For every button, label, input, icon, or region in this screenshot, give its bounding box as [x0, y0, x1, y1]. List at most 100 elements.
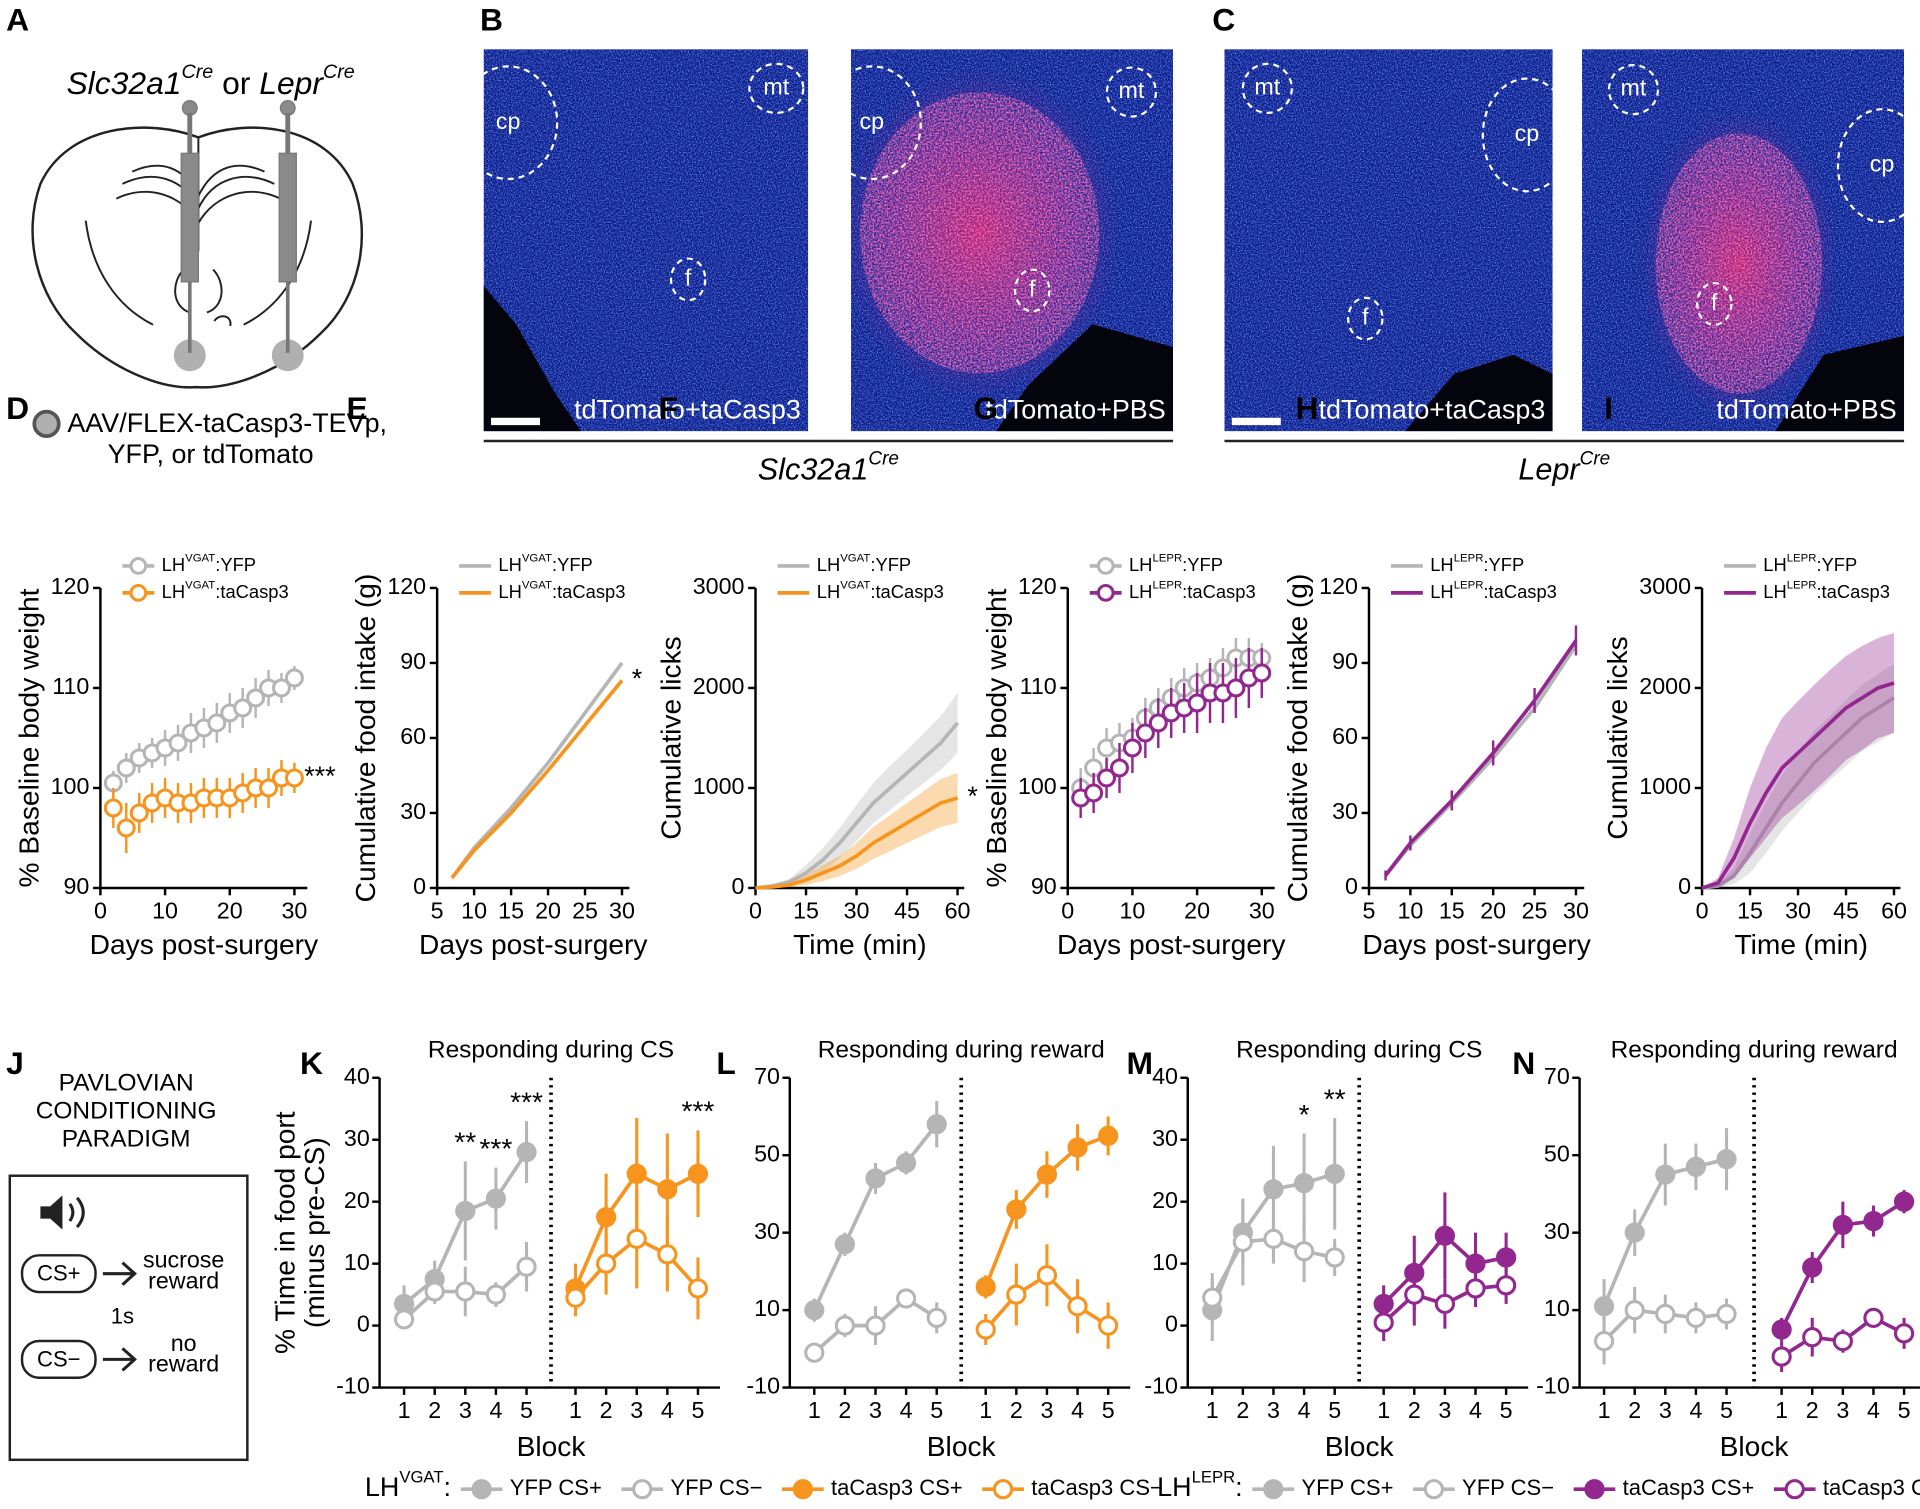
micrograph: cp mt f [483, 49, 809, 432]
marker [1655, 1303, 1676, 1325]
marker [926, 1307, 947, 1328]
marker [455, 1281, 476, 1302]
legend-label-part: LH [817, 554, 840, 575]
marker [1097, 768, 1117, 788]
legend-label: taCasp3 CS+ [1623, 1475, 1755, 1500]
paradigm-box [8, 1174, 249, 1462]
marker [926, 1114, 947, 1135]
x-axis-label: Days post-surgery [1057, 929, 1286, 960]
legend-label-part: LH [1129, 581, 1152, 602]
x-tick-label: 25 [1522, 898, 1548, 924]
outcome: sucrose [143, 1247, 224, 1273]
marker [975, 1276, 996, 1297]
panel-letter: I [1604, 390, 1613, 426]
x-tick-label: 20 [1184, 898, 1210, 924]
legend-label: YFP CS+ [510, 1475, 602, 1500]
brain-outline [31, 126, 363, 389]
legend-label: LHVGAT:YFP [817, 553, 911, 575]
outcome: reward [148, 1267, 219, 1293]
region-label: mt [1621, 75, 1647, 101]
marker [103, 798, 123, 818]
x-tick-label: 4 [1071, 1397, 1084, 1423]
x-axis-label: Block [517, 1431, 587, 1462]
marker [565, 1287, 586, 1308]
marker [516, 1142, 537, 1163]
annotation: *** [510, 1086, 543, 1117]
y-axis-label: Cumulative food intake (g) [1282, 574, 1313, 903]
legend-label-part: LEPR [1787, 580, 1817, 592]
y-tick-label: 40 [1152, 1063, 1178, 1089]
legend-label-part: LH [498, 554, 521, 575]
marker [1263, 1179, 1284, 1200]
legend-label: LHVGAT:taCasp3 [498, 580, 625, 602]
y-tick-label: 50 [754, 1140, 780, 1166]
chart: E 0 30 60 90 120 5 10 15 20 25 30 Cumulative food in… [347, 390, 649, 960]
x-tick-label: 15 [498, 898, 524, 924]
legend-label: LHLEPR:YFP [1129, 553, 1223, 575]
y-tick-label: 90 [64, 873, 90, 899]
x-tick-label: 2 [1408, 1397, 1421, 1423]
x-axis-label: Block [927, 1431, 997, 1462]
marker [1716, 1148, 1737, 1170]
series-line [755, 721, 959, 890]
x-tick-label: 45 [1833, 898, 1859, 924]
marker [657, 1244, 678, 1265]
error-band [755, 772, 958, 888]
x-tick-label: 30 [1249, 898, 1275, 924]
micrograph: mt cp f [1224, 49, 1553, 432]
legend-label: LHLEPR:YFP [1763, 553, 1857, 575]
tdtomato-cells [1655, 133, 1823, 394]
x-tick-label: 1 [979, 1397, 992, 1423]
y-tick-label: 10 [754, 1295, 780, 1321]
y-axis-label: Cumulative licks [656, 636, 687, 839]
marker [1771, 1319, 1792, 1340]
micrographs: B C cp mt f tdTomato+taCasp3 cp mt f tdTomato+P… [480, 2, 1905, 487]
marker [1226, 678, 1246, 698]
marker [687, 1163, 709, 1184]
legend-label: LHLEPR:taCasp3 [1763, 580, 1890, 602]
legend-label: YFP CS+ [1301, 1475, 1393, 1500]
marker [1263, 1228, 1284, 1249]
marker [1655, 1164, 1676, 1185]
marker [116, 818, 136, 838]
paradigm-title: CONDITIONING [36, 1098, 217, 1125]
legend-label-part: LH [1430, 581, 1453, 602]
region-label: mt [1254, 74, 1280, 100]
speaker-waves [68, 1196, 85, 1229]
marker [1373, 1312, 1394, 1333]
x-tick-label: 1 [398, 1397, 411, 1423]
genotype-label: Slc32a1Cre [758, 448, 899, 486]
marker [1624, 1300, 1645, 1321]
x-tick-label: 4 [900, 1397, 913, 1423]
x-tick-label: 45 [894, 898, 920, 924]
marker [1122, 738, 1142, 758]
chart: I 0 1000 2000 3000 0 15 30 45 60 Cumulative licks T… [1602, 390, 1907, 960]
legend-marker [1784, 1479, 1805, 1500]
image-caption: tdTomato+taCasp3 [574, 395, 801, 425]
region-outline [851, 65, 922, 181]
marker [284, 668, 304, 688]
y-tick-label: -10 [1536, 1373, 1570, 1399]
y-tick-label: 120 [1018, 573, 1057, 599]
x-tick-label: 15 [793, 898, 819, 924]
region-label: f [1362, 304, 1369, 330]
marker [1434, 1293, 1455, 1315]
marker [896, 1152, 917, 1174]
legend-prefix: LHLEPR: [1157, 1468, 1243, 1502]
genotype-label-part: Cre [868, 448, 899, 469]
y-tick-label: 90 [1332, 648, 1358, 674]
marker [1624, 1222, 1645, 1243]
x-tick-label: 10 [152, 898, 178, 924]
legend-marker [129, 583, 148, 602]
legend-label: taCasp3 CS− [1031, 1475, 1163, 1500]
region-outline [483, 65, 559, 181]
annotation: * [1299, 1099, 1310, 1130]
y-tick-label: 0 [357, 1311, 370, 1337]
x-tick-label: 5 [520, 1397, 533, 1423]
legend-prefix-part: : [1235, 1472, 1242, 1502]
chart-title: Responding during CS [428, 1036, 674, 1063]
marker [975, 1319, 996, 1340]
y-tick-label: 30 [754, 1218, 780, 1244]
injection-site [173, 339, 206, 372]
legend-marker [32, 409, 61, 438]
